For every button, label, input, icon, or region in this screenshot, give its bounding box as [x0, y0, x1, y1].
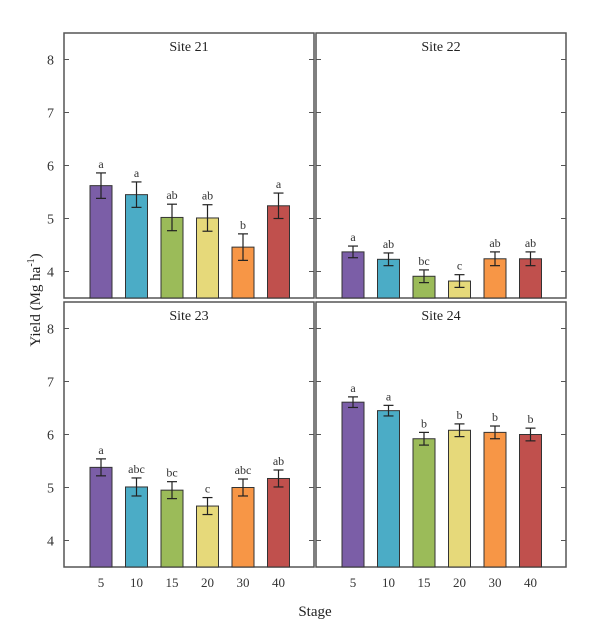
bar [519, 434, 542, 568]
significance-letter: ab [166, 188, 177, 202]
x-tick-label: 30 [237, 575, 250, 590]
bar [125, 194, 148, 299]
significance-letter: a [98, 157, 104, 171]
bar [125, 486, 148, 568]
significance-letter: abc [235, 463, 252, 477]
panel-site-23: Site 23 4 5 6 7 8 a 5 abc 10 bc 15 c 20 abc 30 ab 40 [47, 301, 315, 590]
x-tick-label: 30 [489, 575, 502, 590]
x-tick-label: 40 [272, 575, 285, 590]
significance-letter: ab [273, 454, 284, 468]
bar [341, 251, 365, 299]
bar [377, 410, 400, 568]
significance-letter: a [98, 443, 104, 457]
y-tick-label: 4 [47, 535, 54, 550]
bar [267, 205, 290, 299]
bar [267, 477, 290, 568]
bar [341, 401, 365, 568]
bar [448, 429, 471, 568]
significance-letter: a [350, 230, 356, 244]
significance-letter: b [492, 410, 498, 424]
panel-title: Site 21 [169, 40, 208, 55]
panel-site-21: Site 21 4 5 6 7 8 a a ab ab b a [47, 32, 315, 299]
significance-letter: a [276, 177, 282, 191]
panel-site-22: Site 22 a ab bc c ab ab [315, 32, 567, 299]
x-tick-label: 15 [166, 575, 179, 590]
significance-letter: b [240, 218, 246, 232]
y-tick-label: 4 [47, 266, 54, 281]
x-tick-label: 5 [350, 575, 357, 590]
x-tick-label: 20 [201, 575, 214, 590]
y-tick-label: 8 [47, 323, 54, 338]
significance-letter: ab [525, 236, 536, 250]
panel-title: Site 24 [421, 309, 460, 324]
y-tick-label: 6 [47, 429, 54, 444]
significance-letter: b [421, 416, 427, 430]
bar [89, 185, 113, 299]
panel-title: Site 22 [421, 40, 460, 55]
significance-letter: c [457, 259, 462, 273]
panel-site-24: Site 24 a 5 a 10 b 15 b 20 b 30 b 40 [315, 301, 567, 590]
x-tick-label: 20 [453, 575, 466, 590]
x-tick-label: 10 [130, 575, 143, 590]
y-axis-label: Yield (Mg ha-1) [26, 253, 44, 346]
x-tick-label: 40 [524, 575, 537, 590]
x-tick-label: 5 [98, 575, 105, 590]
significance-letter: ab [489, 236, 500, 250]
significance-letter: b [457, 408, 463, 422]
bar [160, 489, 184, 568]
significance-letter: c [205, 482, 210, 496]
y-tick-label: 6 [47, 160, 54, 175]
significance-letter: bc [418, 254, 429, 268]
significance-letter: abc [128, 462, 145, 476]
y-tick-label: 5 [47, 482, 54, 497]
y-tick-label: 8 [47, 54, 54, 69]
significance-letter: bc [166, 466, 177, 480]
significance-letter: a [134, 166, 140, 180]
y-tick-label: 7 [47, 107, 54, 122]
bar [89, 466, 113, 568]
bar [196, 505, 219, 568]
bar [483, 431, 507, 568]
y-tick-label: 7 [47, 376, 54, 391]
significance-letter: a [386, 389, 392, 403]
significance-letter: b [528, 412, 534, 426]
y-tick-label: 5 [47, 213, 54, 228]
x-tick-label: 15 [418, 575, 431, 590]
bar [412, 438, 436, 568]
bar [231, 487, 255, 568]
panel-title: Site 23 [169, 309, 208, 324]
significance-letter: ab [202, 189, 213, 203]
x-tick-label: 10 [382, 575, 395, 590]
significance-letter: a [350, 381, 356, 395]
x-axis-label: Stage [298, 604, 332, 620]
significance-letter: ab [383, 237, 394, 251]
